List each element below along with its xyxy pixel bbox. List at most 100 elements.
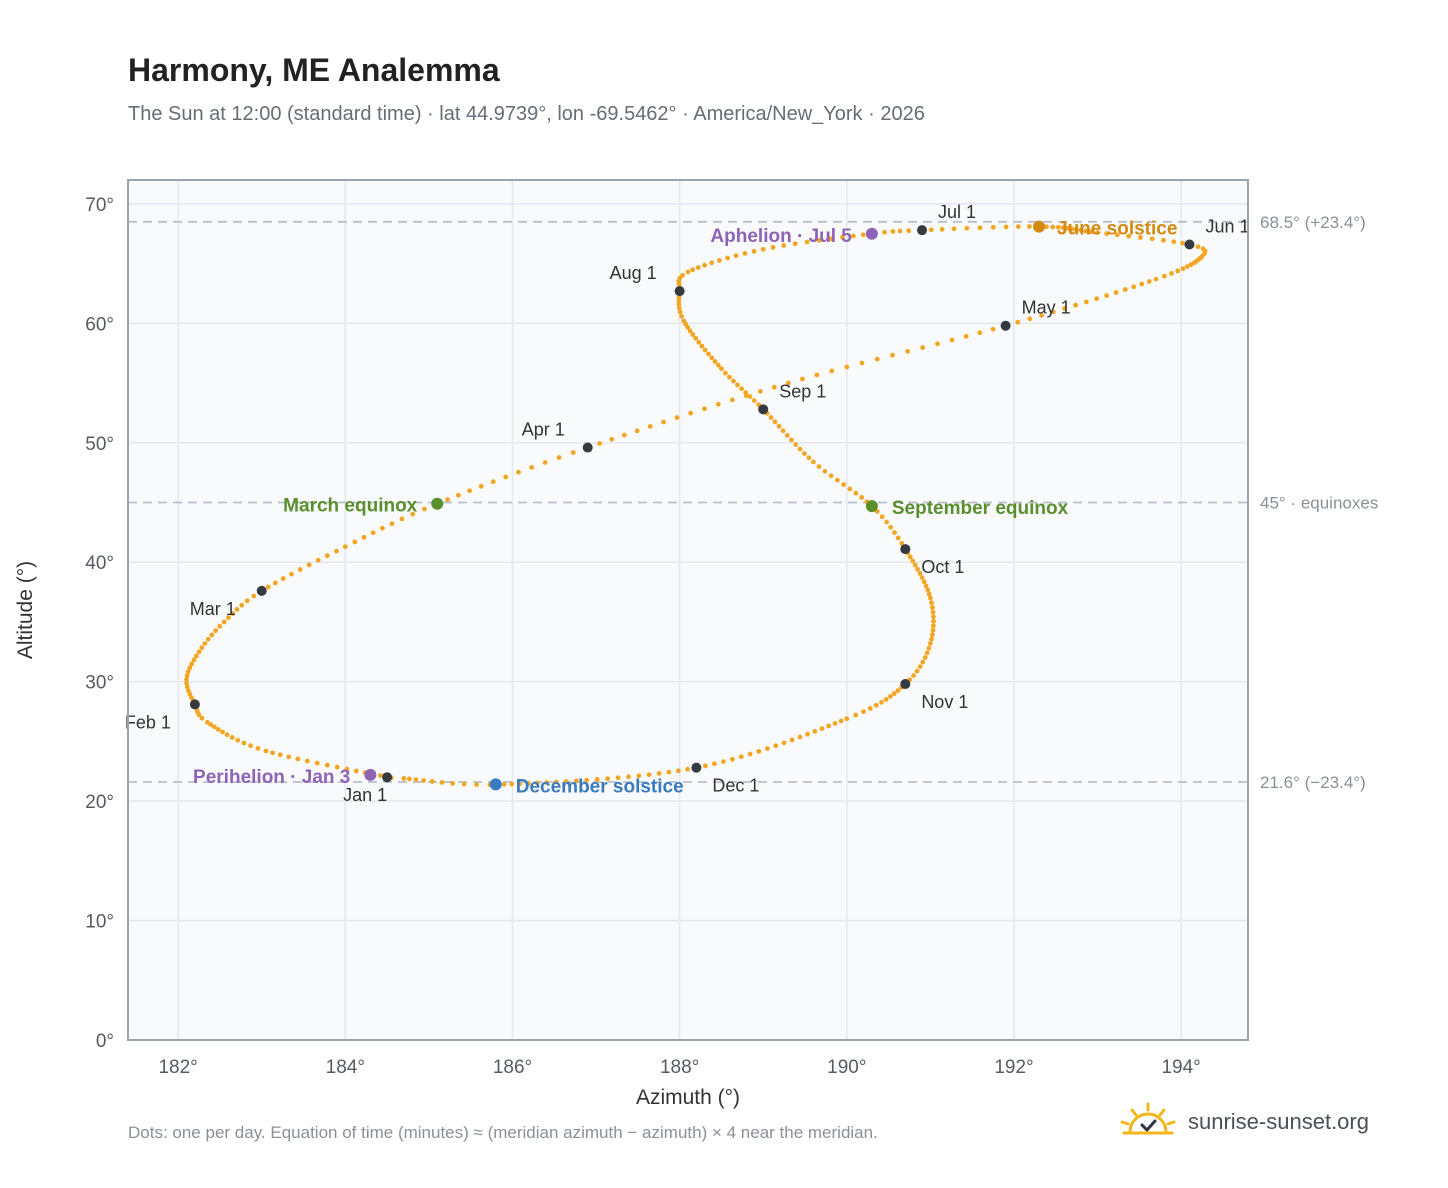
day-dot	[251, 593, 257, 599]
day-dot	[342, 544, 348, 550]
day-dot	[1073, 227, 1079, 232]
day-dot	[935, 341, 940, 347]
day-dot	[690, 267, 696, 273]
day-dot	[594, 777, 600, 782]
day-dot	[1138, 235, 1143, 240]
day-dot	[706, 351, 711, 357]
day-dot	[1149, 236, 1155, 242]
day-dot	[478, 483, 484, 489]
day-dot	[797, 734, 803, 740]
day-dot	[712, 761, 717, 767]
y-tick-label: 60°	[85, 314, 114, 335]
day-dot	[1088, 229, 1094, 235]
day-dot	[525, 781, 531, 786]
y-tick-label: 0°	[96, 1031, 114, 1052]
event-label: September equinox	[892, 498, 1069, 519]
day-dot	[742, 251, 748, 256]
x-tick-label: 188°	[660, 1057, 699, 1078]
x-tick-label: 190°	[827, 1057, 866, 1078]
day-dot	[1195, 244, 1201, 250]
day-dot	[439, 780, 445, 785]
day-dot	[1113, 290, 1119, 295]
day-dot	[867, 705, 873, 711]
day-dot	[789, 437, 794, 443]
day-dot	[1094, 296, 1100, 302]
day-dot	[230, 611, 236, 616]
day-dot	[789, 737, 795, 743]
footnote: Dots: one per day. Equation of time (min…	[128, 1123, 878, 1142]
day-dot	[224, 732, 230, 738]
day-dot	[277, 752, 283, 758]
day-dot	[556, 455, 562, 460]
day-dot	[314, 760, 320, 766]
day-dot	[1095, 230, 1100, 235]
month-marker	[917, 225, 928, 236]
month-marker	[674, 286, 685, 297]
day-dot	[771, 384, 777, 390]
day-dot	[211, 724, 217, 730]
month-marker	[900, 679, 911, 690]
day-dot	[756, 748, 762, 754]
day-dot	[977, 330, 983, 336]
day-dot	[930, 623, 936, 629]
day-dot	[924, 650, 930, 656]
day-dot	[544, 780, 550, 785]
day-dot	[747, 751, 753, 757]
day-dot	[806, 455, 812, 461]
day-dot	[529, 464, 535, 470]
day-dot	[676, 301, 682, 307]
day-dot	[534, 780, 540, 786]
brand[interactable]: sunrise-sunset.org	[1120, 1102, 1369, 1142]
day-dot	[812, 728, 818, 734]
day-dot	[1161, 237, 1166, 243]
day-dot	[234, 607, 240, 612]
day-dot	[757, 388, 763, 394]
day-dot	[914, 668, 920, 674]
day-dot	[352, 539, 358, 545]
month-label: Jan 1	[343, 785, 387, 805]
day-dot	[1180, 266, 1186, 272]
day-dot	[781, 740, 787, 746]
day-dot	[1015, 319, 1021, 325]
day-dot	[888, 524, 894, 530]
day-dot	[542, 460, 548, 465]
day-dot	[829, 368, 835, 374]
day-dot	[377, 773, 383, 778]
day-dot	[884, 519, 890, 525]
day-dot	[1055, 224, 1061, 230]
day-dot	[919, 575, 925, 581]
day-dot	[187, 665, 193, 671]
event-label: March equinox	[283, 496, 418, 517]
day-dot	[1161, 273, 1167, 279]
day-dot	[263, 748, 269, 754]
day-dot	[389, 521, 395, 527]
day-dot	[915, 566, 921, 572]
month-label: Sep 1	[779, 381, 826, 401]
chart-subtitle: The Sun at 12:00 (standard time) · lat 4…	[128, 103, 925, 125]
day-dot	[793, 442, 799, 447]
day-dot	[1078, 227, 1084, 233]
day-dot	[379, 525, 385, 531]
day-dot	[220, 729, 225, 735]
day-dot	[1169, 271, 1174, 276]
day-dot	[422, 506, 427, 512]
day-dot	[344, 766, 350, 772]
day-dot	[474, 782, 479, 787]
day-dot	[1200, 246, 1206, 252]
day-dot	[324, 553, 330, 559]
day-dot	[690, 332, 696, 337]
event-marker	[364, 768, 377, 781]
day-dot	[780, 428, 786, 434]
day-dot	[272, 580, 278, 586]
day-dot	[647, 424, 653, 429]
event-label: Perihelion · Jan 3	[193, 767, 350, 788]
day-dot	[445, 497, 450, 502]
day-dot	[887, 694, 893, 699]
day-dot	[1044, 224, 1049, 230]
day-dot	[802, 451, 807, 456]
day-dot	[361, 534, 367, 540]
day-dot	[563, 779, 569, 784]
day-dot	[241, 740, 247, 746]
day-dot	[751, 398, 757, 403]
day-dot	[709, 260, 715, 266]
